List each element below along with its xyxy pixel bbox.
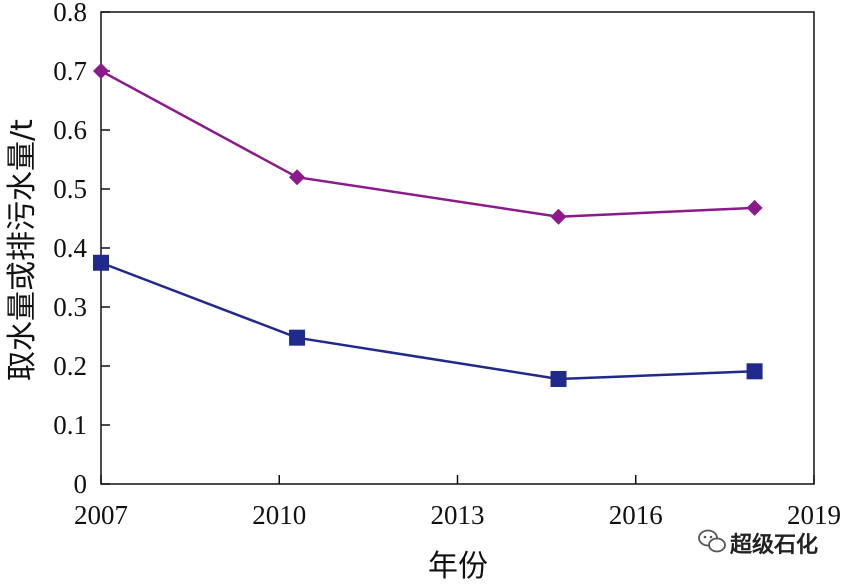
x-axis-title: 年份 (428, 549, 488, 580)
y-tick-label: 0.8 (53, 0, 87, 27)
y-tick-label: 0.1 (53, 410, 87, 440)
series-2-point (746, 363, 763, 380)
x-tick-label: 2016 (609, 500, 663, 530)
series-2-line (100, 261, 755, 381)
series-1-point (93, 63, 109, 79)
wechat-icon (698, 529, 726, 553)
y-tick-label: 0.2 (53, 351, 87, 381)
y-tick-label: 0.5 (53, 174, 87, 204)
series-2-point (93, 254, 109, 271)
x-tick-label: 2007 (74, 500, 128, 530)
watermark: 超级石化 (698, 529, 818, 558)
series-1 (93, 63, 763, 225)
series-1-point (746, 199, 763, 216)
series-2-point (550, 370, 567, 387)
x-tick-label: 2013 (431, 500, 485, 530)
series-2-point (289, 329, 306, 346)
series-2 (93, 254, 763, 387)
series-1-point (289, 169, 306, 186)
watermark-text: 超级石化 (730, 532, 818, 558)
y-tick-label: 0.4 (53, 233, 87, 263)
x-tick-label: 2019 (787, 500, 841, 530)
y-tick-label: 0.7 (53, 56, 87, 86)
y-tick-label: 0.3 (53, 292, 87, 322)
series-1-line (100, 69, 755, 218)
series-1-point (550, 208, 567, 225)
x-tick-label: 2010 (252, 500, 306, 530)
y-tick-label: 0.6 (53, 115, 87, 145)
y-tick-label: 0 (74, 469, 88, 499)
y-axis-title: 取水量或排污水量/t (5, 119, 40, 381)
plot-frame (100, 11, 815, 485)
